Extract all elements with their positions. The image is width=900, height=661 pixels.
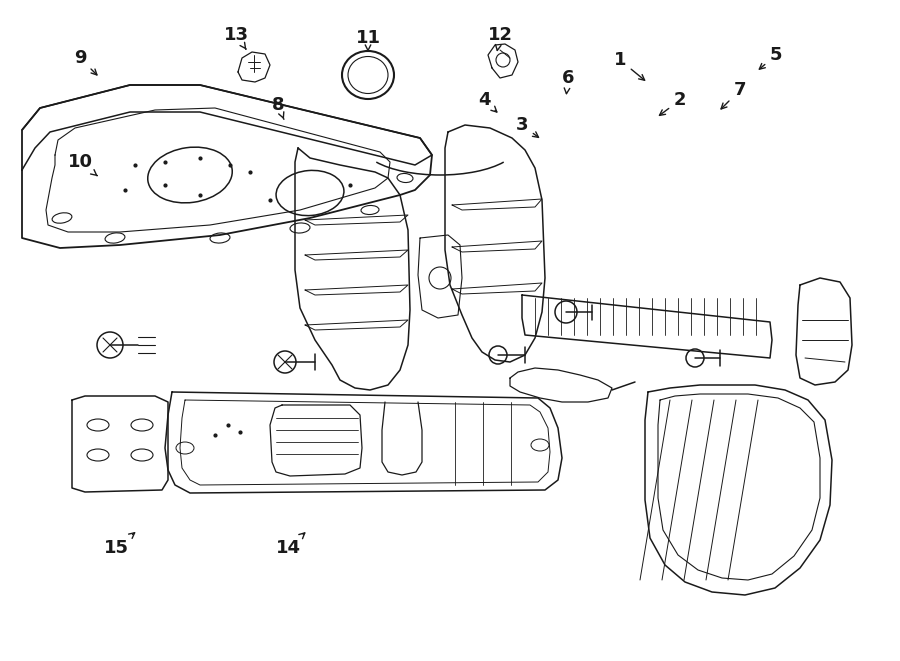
- Text: 14: 14: [275, 533, 305, 557]
- Text: 5: 5: [760, 46, 782, 69]
- Text: 3: 3: [516, 116, 538, 137]
- Text: 1: 1: [614, 51, 644, 80]
- Text: 7: 7: [721, 81, 746, 109]
- Text: 4: 4: [478, 91, 497, 112]
- Text: 6: 6: [562, 69, 574, 94]
- Text: 13: 13: [223, 26, 248, 49]
- Text: 2: 2: [660, 91, 686, 116]
- Text: 11: 11: [356, 29, 381, 51]
- Text: 9: 9: [74, 49, 97, 75]
- Text: 15: 15: [104, 533, 135, 557]
- Text: 12: 12: [488, 26, 512, 50]
- Text: 8: 8: [272, 96, 284, 120]
- Text: 10: 10: [68, 153, 97, 176]
